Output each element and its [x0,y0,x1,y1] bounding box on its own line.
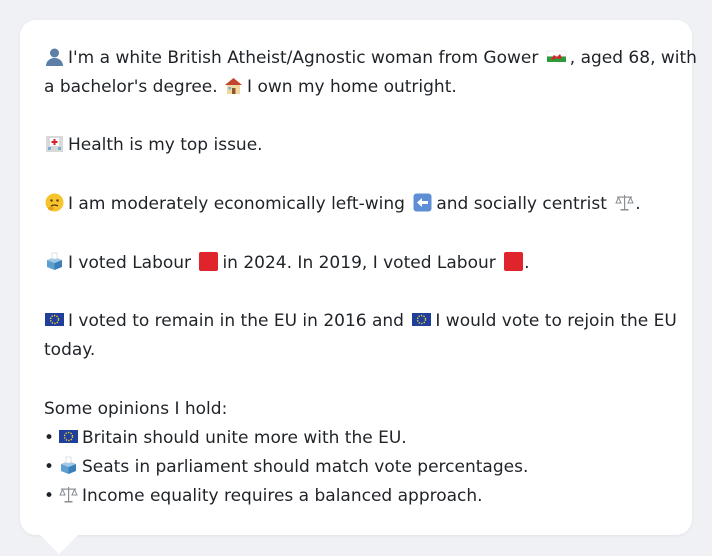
ballot-box-icon [58,455,79,476]
opinion-text: Seats in parliament should match vote pe… [82,457,529,477]
intro-paragraph: I'm a white British Atheist/Agnostic wom… [44,44,697,102]
red-square-icon [503,251,524,272]
bullet-marker: • [44,486,55,506]
house-icon [223,75,244,96]
health-text: Health is my top issue. [68,135,263,155]
opinions-heading: Some opinions I hold: [44,399,228,419]
persona-card: I'm a white British Atheist/Agnostic wom… [20,20,697,535]
intro-text-2b: I own my home outright. [247,77,457,97]
ideology-text-b: and socially centrist [436,194,607,214]
opinion-item: • Seats in parliament should match vote … [44,453,672,482]
eu-flag-icon [44,309,65,330]
voting-text-a: I voted Labour [68,253,192,273]
eu-text-b: I would vote to rejoin the EU [435,311,677,331]
eu-text-a: I voted to remain in the EU in 2016 and [68,311,404,331]
eu-text-line2: today. [44,340,96,360]
ideology-text-c: . [635,194,641,214]
voting-paragraph: I voted Labour in 2024. In 2019, I voted… [44,249,672,278]
eu-line-2: today. [44,336,672,365]
eu-flag-icon [411,309,432,330]
thinking-face-icon [44,192,65,213]
intro-text-2a: a bachelor's degree. [44,77,218,97]
balance-scale-icon [58,484,79,505]
voting-text-c: . [524,253,530,273]
wales-flag-icon [546,46,567,67]
bullet-marker: • [44,457,55,477]
eu-paragraph: I voted to remain in the EU in 2016 and … [44,307,677,365]
bullet-marker: • [44,428,55,448]
ideology-text-a: I am moderately economically left-wing [68,194,405,214]
intro-text-1a: I'm a white British Atheist/Agnostic wom… [68,48,539,68]
intro-line-2: a bachelor's degree. I own my home outri… [44,73,672,102]
opinion-item: • Income equality requires a balanced ap… [44,482,672,511]
hospital-icon [44,133,65,154]
opinion-item: • Britain should unite more with the EU. [44,424,672,453]
opinions-section: Some opinions I hold: • Britain should u… [44,395,672,511]
eu-line-1: I voted to remain in the EU in 2016 and … [44,307,677,336]
balance-scale-icon [614,192,635,213]
voting-text-b: in 2024. In 2019, I voted Labour [222,253,496,273]
health-line: Health is my top issue. [44,131,672,160]
ballot-box-icon [44,251,65,272]
health-paragraph: Health is my top issue. [44,131,672,160]
intro-line-1: I'm a white British Atheist/Agnostic wom… [44,44,697,73]
left-arrow-icon [412,192,433,213]
ideology-line: I am moderately economically left-wing a… [44,190,672,219]
eu-flag-icon [58,426,79,447]
speech-bubble-tail [39,534,79,554]
ideology-paragraph: I am moderately economically left-wing a… [44,190,672,219]
intro-text-1b: , aged 68, with [569,48,697,68]
opinion-text: Britain should unite more with the EU. [82,428,407,448]
opinion-text: Income equality requires a balanced appr… [82,486,483,506]
red-square-icon [198,251,219,272]
person-silhouette-icon [44,46,65,67]
voting-line: I voted Labour in 2024. In 2019, I voted… [44,249,672,278]
